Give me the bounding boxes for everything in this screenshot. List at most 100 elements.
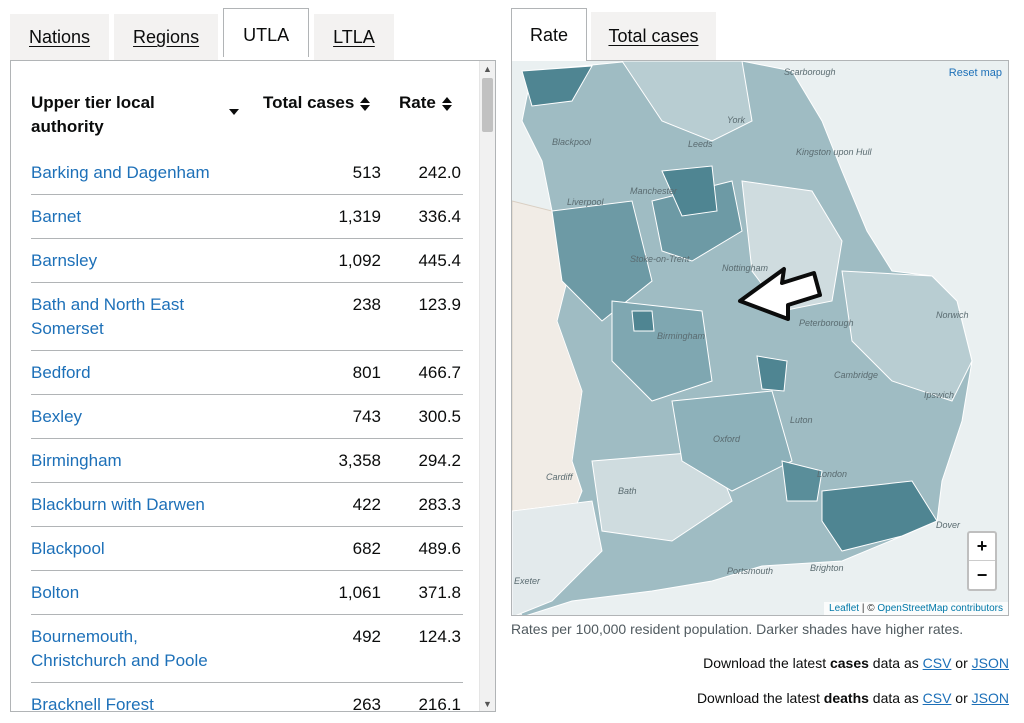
place-label: Ipswich: [924, 390, 954, 400]
place-label: London: [817, 469, 847, 479]
map-caption: Rates per 100,000 resident population. D…: [511, 621, 964, 637]
cases-cell: 1,319: [338, 207, 381, 226]
zoom-in-button[interactable]: +: [969, 533, 995, 561]
tab-utla[interactable]: UTLA: [223, 8, 310, 57]
zoom-out-button[interactable]: −: [976, 564, 988, 585]
cases-cell: 263: [352, 695, 381, 712]
data-table: Upper tier local authority Total cases R…: [31, 71, 463, 712]
table-row: Blackpool 682 489.6: [31, 527, 463, 571]
choropleth-map[interactable]: Scarborough York Blackpool Leeds Kingsto…: [511, 60, 1009, 616]
cases-cell: 1,061: [338, 583, 381, 602]
place-label: Stoke-on-Trent: [630, 254, 690, 264]
tab-nations[interactable]: Nations: [10, 14, 110, 61]
area-link[interactable]: Barnsley: [31, 251, 98, 270]
table-body: Barking and Dagenham 513 242.0 Barnet 1,319…: [31, 151, 463, 712]
sort-icon: [441, 96, 452, 111]
table-row: Barking and Dagenham 513 242.0: [31, 151, 463, 195]
rate-cell: 300.5: [418, 407, 461, 426]
table-row: Blackburn with Darwen 422 283.3: [31, 483, 463, 527]
cases-cell: 3,358: [338, 451, 381, 470]
reset-map-link[interactable]: Reset map: [948, 67, 1002, 79]
sort-descending-icon: [229, 109, 239, 115]
tab-label: Rate: [529, 24, 569, 45]
place-label: Kingston upon Hull: [796, 147, 873, 157]
area-link[interactable]: Bedford: [31, 363, 91, 382]
column-header-cases[interactable]: Total cases: [263, 91, 371, 115]
osm-link[interactable]: OpenStreetMap contributors: [877, 603, 1003, 614]
table-panel: Nations Regions UTLA LTLA Upper tier loc…: [10, 8, 496, 712]
place-label: Blackpool: [552, 137, 592, 147]
deaths-csv-link[interactable]: CSV: [922, 690, 952, 706]
rate-cell: 336.4: [418, 207, 461, 226]
table-scrollbar[interactable]: ▲ ▼: [479, 61, 495, 711]
area-link[interactable]: Bracknell Forest: [31, 695, 154, 712]
place-label: Luton: [790, 415, 813, 425]
sort-icon: [360, 96, 371, 111]
table-row: Bournemouth, Christchurch and Poole 492 12…: [31, 615, 463, 683]
zoom-control: + −: [967, 531, 997, 591]
rate-cell: 466.7: [418, 363, 461, 382]
download-text: or: [951, 655, 972, 671]
area-link[interactable]: Barking and Dagenham: [31, 163, 210, 182]
download-deaths: Download the latest deaths data as CSV o…: [697, 690, 1009, 706]
scrollbar-thumb[interactable]: [482, 78, 493, 132]
place-label: Oxford: [713, 434, 741, 444]
leaflet-link[interactable]: Leaflet: [829, 603, 860, 614]
cases-cell: 682: [352, 539, 381, 558]
tab-regions[interactable]: Regions: [114, 14, 219, 61]
area-link[interactable]: Bexley: [31, 407, 83, 426]
rate-cell: 371.8: [418, 583, 461, 602]
cases-json-link[interactable]: JSON: [971, 655, 1009, 671]
area-link[interactable]: Bolton: [31, 583, 80, 602]
download-cases: Download the latest cases data as CSV or…: [703, 655, 1009, 671]
place-label: Portsmouth: [727, 566, 773, 576]
table-row: Barnet 1,319 336.4: [31, 195, 463, 239]
area-link[interactable]: Blackburn with Darwen: [31, 495, 205, 514]
column-header-name[interactable]: Upper tier local authority: [31, 93, 155, 136]
download-type: cases: [829, 655, 869, 671]
scroll-down-icon[interactable]: ▼: [483, 699, 492, 709]
place-label: Peterborough: [799, 318, 854, 328]
attribution-separator: | ©: [859, 603, 878, 614]
tab-rate[interactable]: Rate: [511, 8, 587, 61]
rate-cell: 216.1: [418, 695, 461, 712]
area-link[interactable]: Bournemouth, Christchurch and Poole: [31, 627, 208, 670]
area-link[interactable]: Birmingham: [31, 451, 122, 470]
scroll-up-icon[interactable]: ▲: [483, 64, 492, 74]
tab-label: UTLA: [243, 24, 290, 45]
cases-csv-link[interactable]: CSV: [922, 655, 952, 671]
map-canvas[interactable]: Scarborough York Blackpool Leeds Kingsto…: [512, 61, 1009, 616]
cases-cell: 513: [352, 163, 381, 182]
tab-ltla[interactable]: LTLA: [314, 14, 394, 61]
tab-label: Regions: [133, 27, 200, 47]
cases-cell: 422: [352, 495, 381, 514]
area-link[interactable]: Blackpool: [31, 539, 105, 558]
place-label: York: [727, 115, 746, 125]
area-link[interactable]: Bath and North East Somerset: [31, 295, 185, 338]
rate-cell: 283.3: [418, 495, 461, 514]
deaths-json-link[interactable]: JSON: [971, 690, 1009, 706]
place-label: Nottingham: [722, 263, 769, 273]
place-label: Cardiff: [546, 472, 574, 482]
table-row: Barnsley 1,092 445.4: [31, 239, 463, 283]
map-attribution: Leaflet | © OpenStreetMap contributors: [824, 602, 1008, 615]
download-text: data as: [868, 655, 923, 671]
rate-cell: 294.2: [418, 451, 461, 470]
column-header-rate[interactable]: Rate: [399, 91, 452, 115]
tab-label: LTLA: [333, 27, 375, 47]
download-text: Download the latest: [703, 655, 830, 671]
place-label: Brighton: [810, 563, 844, 573]
cases-cell: 492: [352, 627, 381, 646]
tab-total-cases[interactable]: Total cases: [591, 12, 716, 61]
place-label: Manchester: [630, 186, 678, 196]
cases-cell: 743: [352, 407, 381, 426]
column-header-label: Total cases: [263, 93, 355, 112]
place-label: Cambridge: [834, 370, 878, 380]
download-type: deaths: [823, 690, 869, 706]
column-header-label: Rate: [399, 93, 436, 112]
place-label: Leeds: [688, 139, 713, 149]
place-label: Liverpool: [567, 197, 605, 207]
place-label: Scarborough: [784, 67, 836, 77]
area-link[interactable]: Barnet: [31, 207, 82, 226]
area-type-tabs: Nations Regions UTLA LTLA: [10, 8, 496, 61]
